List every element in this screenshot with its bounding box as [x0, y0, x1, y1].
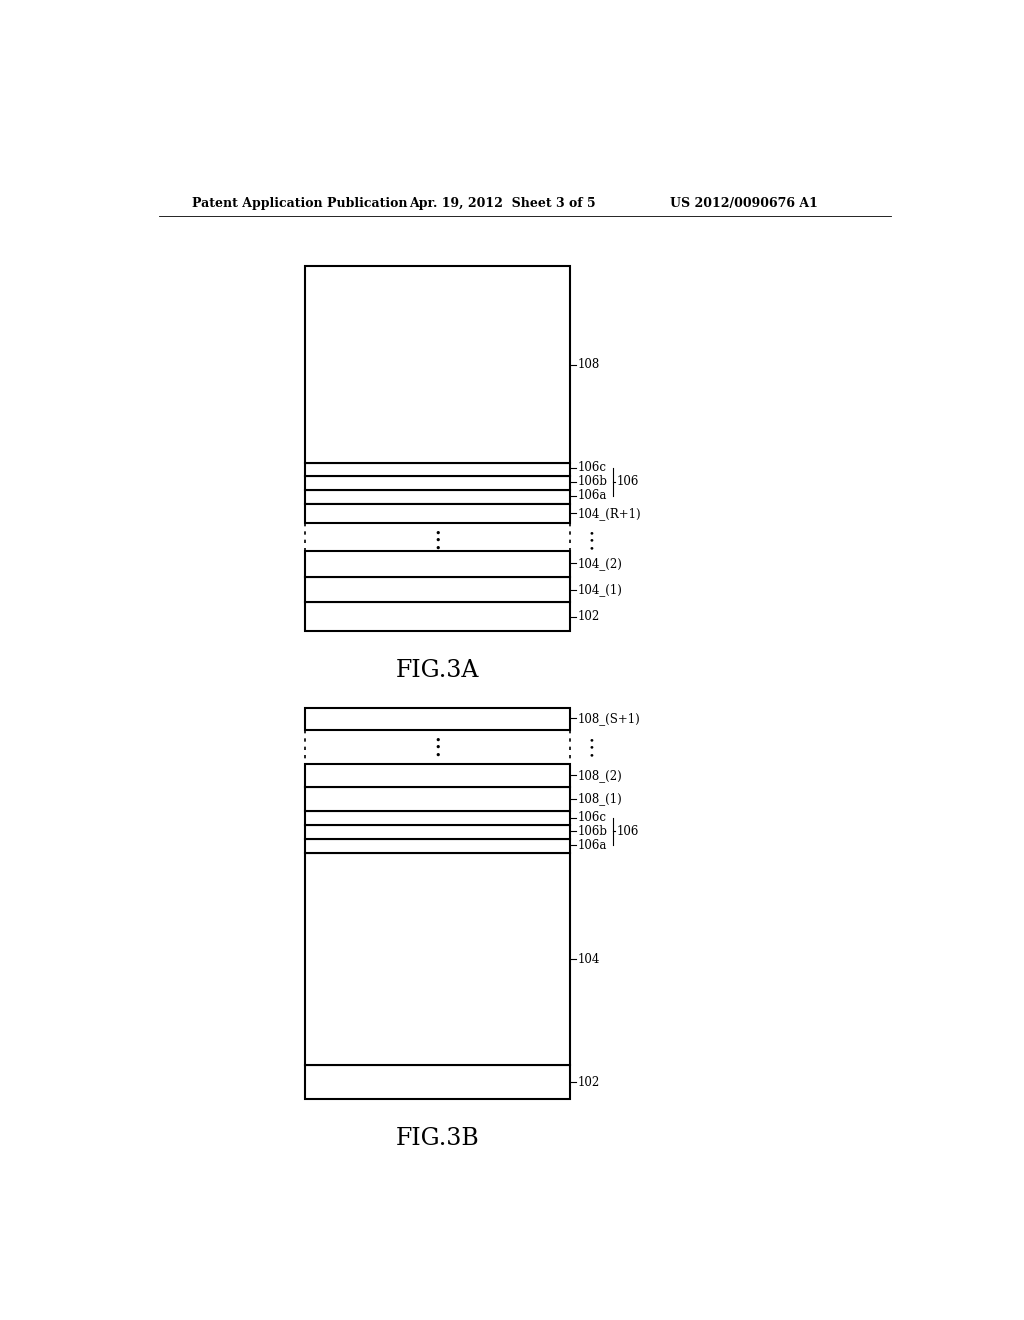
Text: 104: 104 — [578, 953, 600, 966]
Text: 106c: 106c — [578, 462, 606, 474]
Text: 102: 102 — [578, 610, 600, 623]
Text: •: • — [434, 743, 440, 754]
Text: •: • — [434, 735, 440, 746]
Bar — [305, 267, 569, 462]
Bar — [305, 708, 569, 730]
Text: 104_(2): 104_(2) — [578, 557, 623, 570]
Text: •: • — [434, 528, 440, 539]
Text: •: • — [589, 544, 594, 553]
Text: US 2012/0090676 A1: US 2012/0090676 A1 — [671, 197, 818, 210]
Text: •: • — [589, 529, 594, 537]
Text: •: • — [589, 751, 594, 760]
Text: Apr. 19, 2012  Sheet 3 of 5: Apr. 19, 2012 Sheet 3 of 5 — [410, 197, 596, 210]
Text: •: • — [589, 537, 594, 545]
Bar — [305, 853, 569, 1065]
Text: FIG.3A: FIG.3A — [395, 659, 479, 682]
Bar — [305, 462, 569, 477]
Bar — [305, 763, 569, 788]
Text: 106b: 106b — [578, 475, 607, 488]
Text: 108_(2): 108_(2) — [578, 768, 623, 781]
Text: 106a: 106a — [578, 490, 607, 502]
Bar — [305, 825, 569, 840]
Text: •: • — [434, 751, 440, 760]
Text: 106: 106 — [617, 475, 639, 488]
Text: 102: 102 — [578, 1076, 600, 1089]
Bar — [305, 552, 569, 577]
Bar — [305, 504, 569, 523]
Text: 108_(S+1): 108_(S+1) — [578, 711, 640, 725]
Text: 106c: 106c — [578, 810, 606, 824]
Text: 104_(R+1): 104_(R+1) — [578, 507, 641, 520]
Text: •: • — [434, 544, 440, 554]
Text: 106a: 106a — [578, 838, 607, 851]
Text: 106: 106 — [617, 825, 639, 838]
Text: •: • — [589, 743, 594, 752]
Bar — [305, 1065, 569, 1100]
Text: FIG.3B: FIG.3B — [395, 1127, 479, 1150]
Bar — [305, 840, 569, 853]
Text: Patent Application Publication: Patent Application Publication — [191, 197, 408, 210]
Bar — [305, 788, 569, 812]
Text: 108_(1): 108_(1) — [578, 792, 623, 805]
Bar — [305, 490, 569, 504]
Bar — [305, 577, 569, 602]
Text: •: • — [589, 737, 594, 744]
Text: 106b: 106b — [578, 825, 607, 838]
Text: •: • — [434, 536, 440, 546]
Text: 104_(1): 104_(1) — [578, 583, 623, 597]
Bar — [305, 602, 569, 631]
Bar — [305, 812, 569, 825]
Text: 108: 108 — [578, 358, 600, 371]
Bar — [305, 477, 569, 490]
